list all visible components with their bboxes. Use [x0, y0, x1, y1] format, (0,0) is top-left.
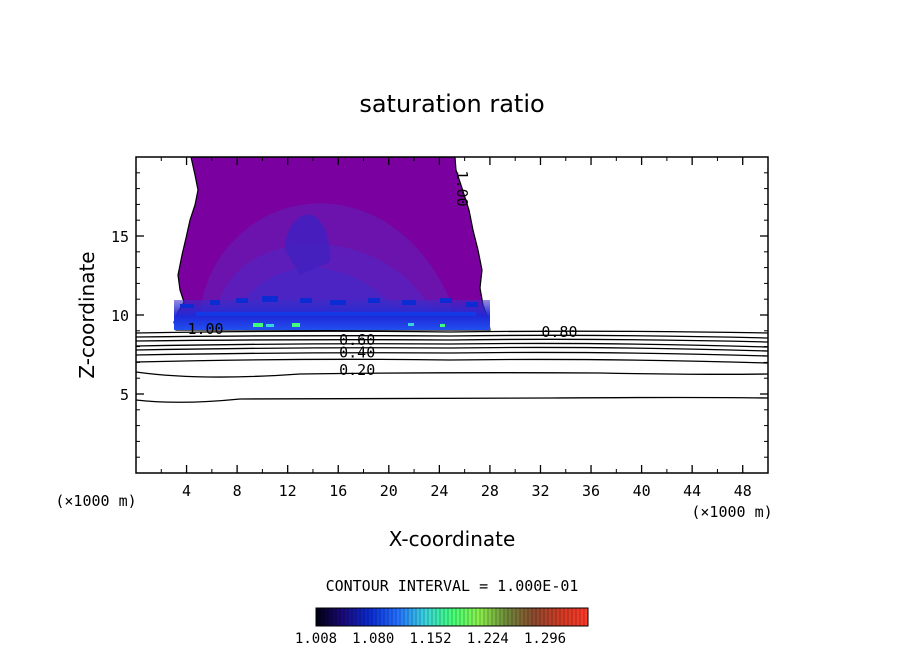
colorbar-frame [315, 607, 589, 627]
colorbar-tick-label: 1.152 [409, 631, 451, 647]
x-tick-label: 4 [182, 482, 191, 500]
x-tick-label: 24 [430, 482, 448, 500]
colorbar-stripes [319, 608, 585, 626]
colorbar-tick-label: 1.080 [352, 631, 394, 647]
contour-label: 1.00 [187, 320, 223, 338]
max-saturation-spots [253, 323, 445, 327]
high-saturation-streaks [180, 296, 478, 316]
x-tick-label: 12 [279, 482, 297, 500]
colorbar: 1.008 1.080 1.152 1.224 1.296 [295, 607, 589, 647]
x-tick-label: 48 [734, 482, 752, 500]
x-tick-label: 36 [582, 482, 600, 500]
z-unit-label: (×1000 m) [55, 492, 136, 510]
y-axis: 5 10 15 [111, 172, 768, 458]
y-tick-label: 5 [120, 386, 129, 404]
colorbar-tick-label: 1.296 [524, 631, 566, 647]
colorbar-fill [316, 608, 588, 626]
contour-label: 0.60 [339, 331, 375, 349]
contour-label: 0.40 [339, 344, 375, 362]
x-axis-label: X-coordinate [389, 527, 516, 551]
x-unit-label: (×1000 m) [691, 503, 772, 521]
y-tick-label: 15 [111, 228, 129, 246]
colorbar-tick-labels: 1.008 1.080 1.152 1.224 1.296 [295, 631, 566, 647]
colorbar-tick-label: 1.008 [295, 631, 337, 647]
colorbar-tick-label: 1.224 [467, 631, 509, 647]
y-tick-label: 10 [111, 307, 129, 325]
contour-label: 0.80 [541, 323, 577, 341]
contour-labels: 1.00 0.600.400.20 0.80 1.00 [187, 171, 577, 380]
x-axis: 4 8 12 16 20 24 28 32 36 40 44 48 [160, 157, 752, 500]
inner-plume [285, 214, 330, 275]
contour-interval-label: CONTOUR INTERVAL = 1.000E-01 [326, 577, 579, 595]
y-axis-label: Z-coordinate [75, 251, 99, 378]
contour-lines [136, 330, 768, 403]
x-tick-label: 8 [233, 482, 242, 500]
chart-title: saturation ratio [359, 90, 544, 118]
contour-label: 1.00 [453, 171, 471, 207]
x-tick-label: 16 [329, 482, 347, 500]
contour-label: 0.20 [339, 361, 375, 379]
x-tick-label: 20 [380, 482, 398, 500]
x-tick-label: 40 [633, 482, 651, 500]
x-tick-label: 32 [531, 482, 549, 500]
x-tick-label: 44 [683, 482, 701, 500]
plot-area: 1.00 0.600.400.20 0.80 1.00 [135, 156, 769, 474]
x-tick-label: 28 [481, 482, 499, 500]
